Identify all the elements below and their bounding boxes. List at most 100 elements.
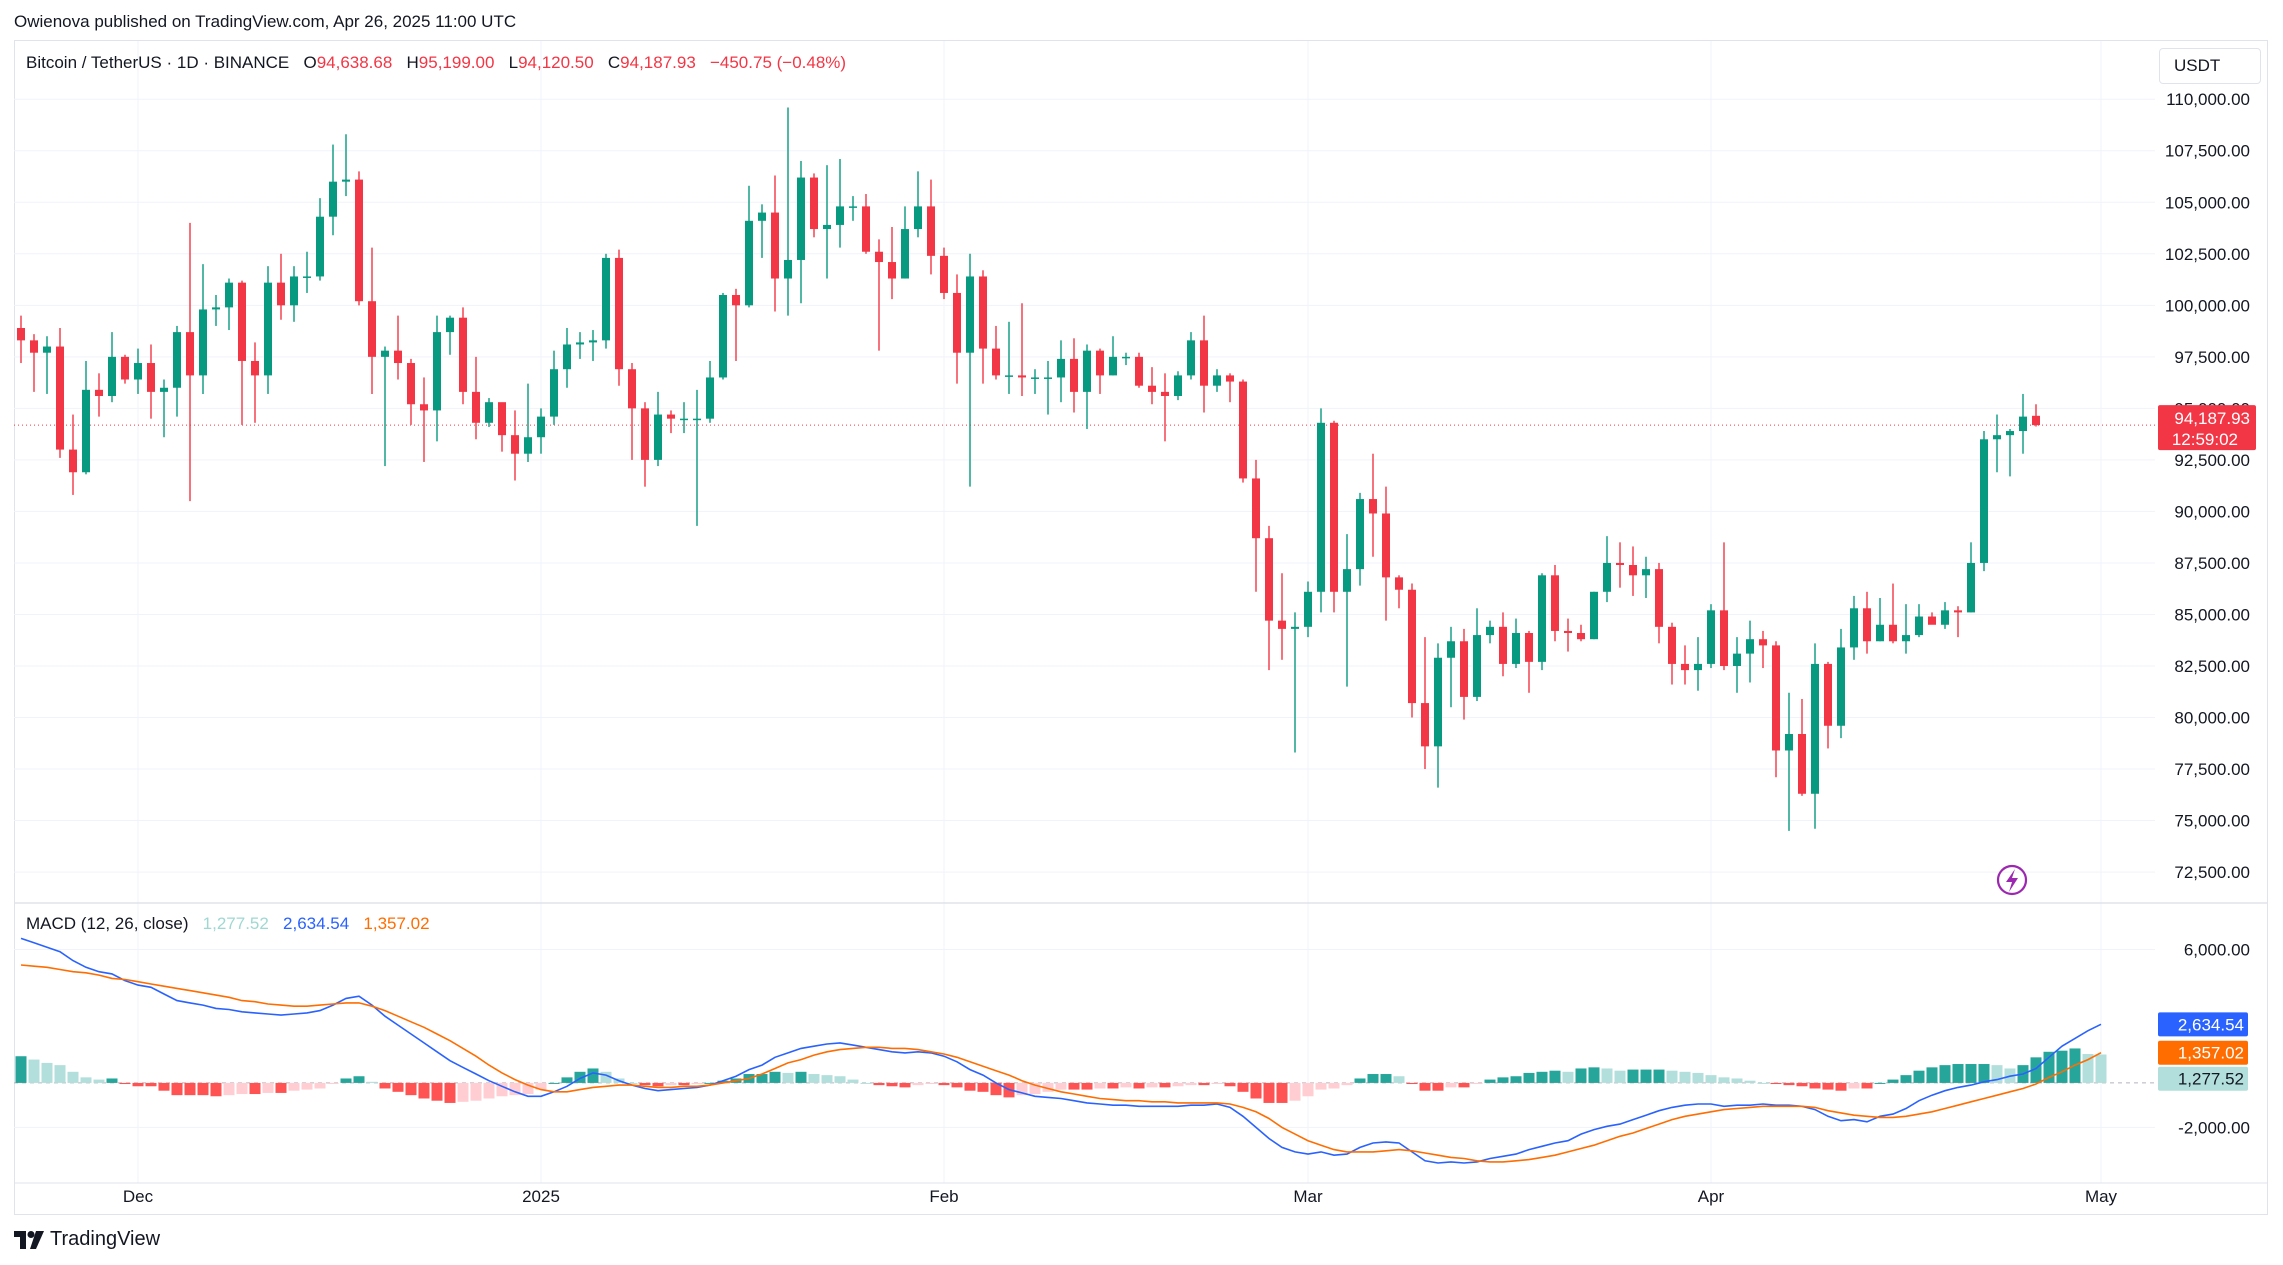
macd-tick-label: 6,000.00 [2184, 940, 2250, 959]
macd-histogram [15, 1048, 2107, 1103]
candle [810, 173, 818, 238]
macd-histogram-bar [1939, 1065, 1951, 1083]
macd-histogram-bar [288, 1082, 300, 1091]
candle [888, 227, 896, 300]
candle [1486, 620, 1494, 644]
candle-body [784, 259, 792, 279]
price-tick-label: 102,500.00 [2165, 245, 2250, 264]
macd-histogram-bar [28, 1059, 40, 1083]
candle-body [1681, 663, 1689, 671]
candle [1096, 348, 1104, 394]
macd-lines [20, 937, 2102, 1164]
price-tick-label: 82,500.00 [2174, 657, 2250, 676]
candle-body [1720, 610, 1728, 666]
last-price-tag-countdown: 12:59:02 [2172, 430, 2238, 449]
macd-histogram-bar [990, 1082, 1002, 1096]
candle [901, 206, 909, 279]
macd-histogram-bar [665, 1082, 677, 1086]
macd-signal-tag [2158, 1040, 2248, 1065]
candle-body [251, 360, 259, 376]
candle [1733, 637, 1741, 693]
candle [1577, 624, 1585, 642]
macd-histogram-bar [1367, 1074, 1379, 1083]
macd-histogram-bar [1861, 1082, 1873, 1089]
macd-histogram-bar [93, 1079, 105, 1083]
candle-body [1330, 422, 1338, 592]
macd-histogram-bar [1848, 1082, 1860, 1089]
price-tick-label: 77,500.00 [2174, 760, 2250, 779]
macd-histogram-bar [769, 1071, 781, 1083]
macd-histogram-bar [1757, 1082, 1769, 1084]
candle [381, 346, 389, 467]
macd-histogram-bar [1718, 1077, 1730, 1083]
candle [1980, 431, 1988, 572]
candle-body [407, 363, 415, 405]
candle [1265, 525, 1273, 671]
macd-histogram-bar [834, 1076, 846, 1083]
candle-body [199, 309, 207, 376]
candle-body [979, 276, 987, 349]
low-label: L [508, 53, 519, 72]
lightning-icon[interactable] [1996, 864, 2028, 896]
macd-histogram-bar [899, 1082, 911, 1088]
candle [329, 144, 337, 236]
currency-selector[interactable]: USDT [2159, 48, 2261, 84]
macd-indicator-name[interactable]: MACD (12, 26, close) [26, 914, 189, 933]
candle [1434, 643, 1442, 788]
macd-histogram-bar [1185, 1082, 1197, 1086]
candle [1473, 608, 1481, 702]
candle-body [1395, 577, 1403, 590]
candle [680, 402, 688, 434]
candle [1122, 352, 1130, 366]
macd-histogram-bar [1549, 1070, 1561, 1083]
candle [1811, 643, 1819, 829]
candle [719, 292, 727, 380]
candle-body [17, 327, 25, 341]
macd-histogram-bar [275, 1082, 287, 1093]
time-tick-label: Feb [929, 1187, 958, 1206]
candle [1551, 565, 1559, 642]
candle-body [1954, 610, 1962, 613]
macd-histogram-bar [808, 1074, 820, 1083]
low-value: 94,120.50 [518, 53, 594, 72]
chart-frame[interactable] [14, 40, 2268, 1215]
candle-body [1252, 478, 1260, 539]
candle-body [1070, 358, 1078, 392]
candle [1668, 622, 1676, 685]
candle-body [823, 224, 831, 230]
candle-body [1915, 616, 1923, 636]
macd-histogram-bar [1835, 1082, 1847, 1091]
candle-body [1486, 626, 1494, 636]
candle [1174, 371, 1182, 401]
macd-histogram-bar [145, 1082, 157, 1087]
macd-histogram-bar [2056, 1050, 2068, 1083]
candle-body [1031, 377, 1039, 379]
tradingview-logo[interactable]: TradingView [14, 1228, 160, 1251]
candle [212, 295, 220, 326]
price-tick-label: 85,000.00 [2174, 605, 2250, 624]
candle [615, 249, 623, 386]
candle-body [1161, 391, 1169, 396]
candle-body [186, 332, 194, 376]
candle-body [628, 369, 636, 409]
candle-body [1343, 569, 1351, 592]
macd-histogram-bar [925, 1082, 937, 1085]
candle-body [719, 295, 727, 378]
candle [1603, 536, 1611, 603]
candle [927, 179, 935, 275]
macd-histogram-bar [1744, 1080, 1756, 1083]
macd-histogram-bar [249, 1082, 261, 1095]
macd-histogram-bar [301, 1082, 313, 1090]
candle [1915, 604, 1923, 638]
symbol-label[interactable]: Bitcoin / TetherUS · 1D · BINANCE [26, 53, 290, 72]
candle [160, 379, 168, 438]
candle-body [1304, 591, 1312, 627]
candle [745, 185, 753, 308]
candle-body [693, 418, 701, 421]
candlestick-series [17, 107, 2040, 831]
candle-body [1785, 734, 1793, 751]
candle [30, 334, 38, 392]
candle-body [1967, 562, 1975, 613]
candle [1161, 373, 1169, 442]
